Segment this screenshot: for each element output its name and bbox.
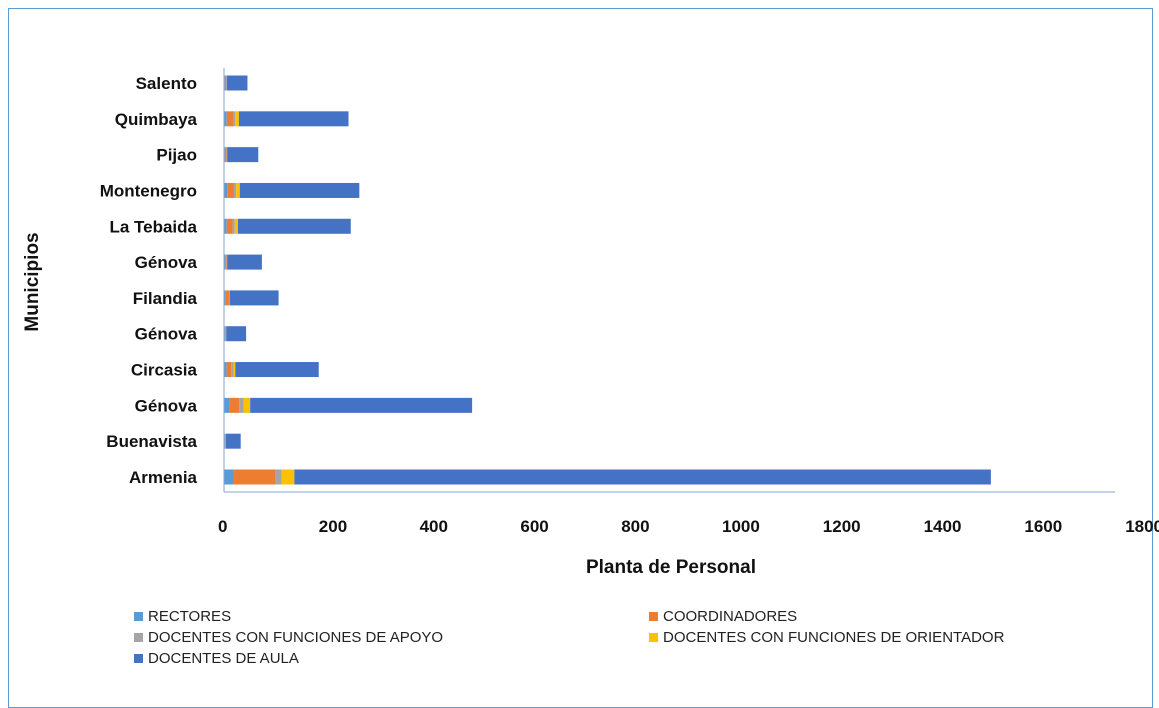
bar-segment: [233, 362, 235, 377]
x-tick-label: 1000: [722, 517, 760, 536]
legend-swatch: [134, 633, 143, 642]
bar-segment: [230, 290, 279, 305]
legend-item: DOCENTES CON FUNCIONES DE APOYO: [134, 629, 443, 646]
legend-swatch: [649, 612, 658, 621]
x-tick-labels: 0 200 400 600 800 1000 1200 1400 1600 1800: [218, 517, 1159, 536]
bar-segment: [225, 326, 226, 341]
bar-segment: [229, 398, 239, 413]
legend-label: DOCENTES CON FUNCIONES DE APOYO: [148, 629, 443, 646]
bar-segment: [282, 470, 295, 485]
y-tick-label: Filandia: [133, 289, 198, 308]
bar-segment: [225, 290, 229, 305]
bar-segment: [234, 470, 276, 485]
y-tick-label: Montenegro: [100, 181, 197, 200]
x-tick-label: 1800: [1125, 517, 1159, 536]
x-tick-label: 600: [520, 517, 548, 536]
bar-segment: [240, 183, 360, 198]
bar-segment: [238, 219, 351, 234]
bar-segment: [227, 255, 262, 270]
bar-segment: [275, 470, 281, 485]
bar-segment: [227, 111, 233, 126]
x-tick-label: 0: [218, 517, 227, 536]
x-tick-label: 400: [420, 517, 448, 536]
bar-segment: [239, 111, 349, 126]
y-tick-label: Salento: [136, 74, 197, 93]
bar-segment: [227, 219, 233, 234]
legend-swatch: [134, 612, 143, 621]
legend-label: DOCENTES DE AULA: [148, 650, 299, 667]
legend-label: RECTORES: [148, 608, 231, 625]
y-tick-label: Génova: [135, 396, 198, 415]
bar-segment: [235, 111, 239, 126]
bar-segment: [227, 183, 234, 198]
bar-segment: [235, 362, 318, 377]
legend-item: RECTORES: [134, 608, 231, 625]
bar-segment: [227, 76, 248, 91]
legend-item: DOCENTES CON FUNCIONES DE ORIENTADOR: [649, 629, 1004, 646]
bar-segment: [244, 398, 250, 413]
bar-segment: [224, 398, 229, 413]
bar-segment: [227, 362, 232, 377]
bar-segment: [236, 183, 240, 198]
bar-segment: [224, 470, 234, 485]
bar-segment: [227, 147, 258, 162]
x-tick-label: 1400: [924, 517, 962, 536]
bar-segment: [226, 326, 246, 341]
y-tick-labels: Armenia Buenavista Génova Circasia Génova Fil…: [100, 74, 198, 487]
bars-group: [224, 76, 991, 485]
y-tick-label: Quimbaya: [115, 110, 198, 129]
bar-segment: [233, 111, 235, 126]
stacked-bar-chart: Armenia Buenavista Génova Circasia Génova Fil…: [0, 0, 1159, 675]
x-tick-label: 200: [319, 517, 347, 536]
y-tick-label: Génova: [135, 325, 198, 344]
y-tick-label: La Tebaida: [109, 217, 197, 236]
legend-label: DOCENTES CON FUNCIONES DE ORIENTADOR: [663, 629, 1004, 646]
bar-segment: [234, 183, 236, 198]
x-tick-label: 1200: [823, 517, 861, 536]
bar-segment: [233, 219, 235, 234]
y-tick-label: Génova: [135, 253, 198, 272]
bar-segment: [239, 398, 244, 413]
legend-swatch: [134, 654, 143, 663]
y-tick-label: Armenia: [129, 468, 198, 487]
bar-segment: [225, 76, 226, 91]
x-tick-label: 800: [621, 517, 649, 536]
x-axis-title: Planta de Personal: [586, 557, 756, 578]
bar-segment: [231, 362, 233, 377]
x-tick-label: 1600: [1024, 517, 1062, 536]
y-tick-label: Buenavista: [106, 432, 197, 451]
bar-segment: [225, 255, 226, 270]
bar-segment: [226, 434, 241, 449]
y-tick-label: Circasia: [131, 361, 198, 380]
bar-segment: [250, 398, 472, 413]
y-axis-title: Municipios: [22, 232, 43, 331]
legend-item: COORDINADORES: [649, 608, 797, 625]
bar-segment: [229, 290, 230, 305]
bar-segment: [225, 147, 227, 162]
legend-item: DOCENTES DE AULA: [134, 650, 299, 667]
y-tick-label: Pijao: [156, 146, 197, 165]
bar-segment: [235, 219, 238, 234]
legend-label: COORDINADORES: [663, 608, 797, 625]
bar-segment: [294, 470, 991, 485]
legend-swatch: [649, 633, 658, 642]
